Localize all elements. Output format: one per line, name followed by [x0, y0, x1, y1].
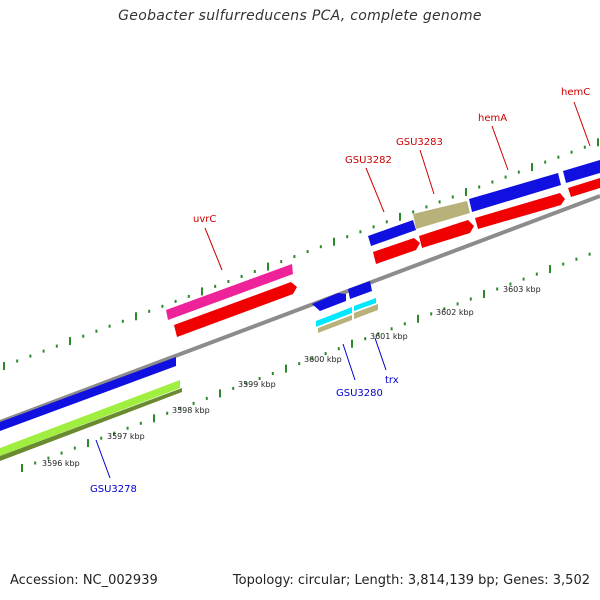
gene-bar[interactable] [0, 380, 180, 456]
accession-text: Accession: NC_002939 [10, 573, 158, 588]
forward-gene-labels: uvrC GSU3282 GSU3283 hemA hemC [193, 87, 590, 225]
scale-labels: 3596 kbp 3597 kbp 3598 kbp 3599 kbp 3600… [42, 285, 541, 468]
gene-label-GSU3278[interactable]: GSU3278 [90, 484, 137, 495]
gene-block-lower-left [0, 357, 182, 461]
gene-label-hemC[interactable]: hemC [561, 87, 590, 98]
gene-bar[interactable] [318, 315, 352, 333]
lower-tick-row [21, 252, 591, 472]
gene-bar[interactable] [475, 193, 565, 229]
leader-GSU3280 [342, 343, 356, 381]
gene-bar[interactable] [0, 357, 176, 431]
scale-label: 3603 kbp [503, 285, 541, 294]
gene-bar[interactable] [419, 220, 474, 248]
scale-label: 3597 kbp [107, 432, 145, 441]
scale-label: 3602 kbp [436, 308, 474, 317]
gene-bar[interactable] [354, 298, 376, 311]
gene-label-GSU3280[interactable]: GSU3280 [336, 388, 383, 399]
gene-bar[interactable] [174, 282, 297, 337]
genome-backbone [0, 194, 600, 424]
gene-bar[interactable] [312, 293, 346, 311]
genome-title: Geobacter sulfurreducens PCA, complete g… [118, 8, 482, 24]
gene-bar[interactable] [563, 160, 600, 183]
gene-block-upper-right [368, 160, 600, 264]
gene-bar[interactable] [348, 281, 372, 299]
gene-bar[interactable] [316, 307, 352, 327]
gene-label-uvrC[interactable]: uvrC [193, 214, 216, 225]
gene-bar[interactable] [568, 178, 600, 197]
gene-bar[interactable] [413, 201, 470, 229]
leader-GSU3282 [365, 167, 385, 213]
genome-summary-text: Topology: circular; Length: 3,814,139 bp… [232, 573, 590, 588]
leader-hemC [573, 101, 591, 147]
scale-label: 3600 kbp [304, 355, 342, 364]
upper-tick-row [3, 138, 599, 370]
gene-bar-uvrC[interactable] [166, 264, 293, 320]
gene-label-trx[interactable]: trx [385, 375, 399, 386]
gene-block-uvrC [166, 264, 297, 337]
leader-uvrC [204, 227, 223, 271]
leader-hemA [491, 125, 509, 171]
leader-lines [95, 101, 591, 479]
scale-label: 3599 kbp [238, 380, 276, 389]
gene-bar[interactable] [373, 238, 420, 264]
gene-bar[interactable] [368, 220, 416, 246]
gene-block-middle [312, 281, 378, 333]
gene-bar[interactable] [354, 304, 378, 319]
scale-label: 3596 kbp [42, 459, 80, 468]
leader-GSU3283 [419, 149, 435, 195]
scale-label: 3601 kbp [370, 332, 408, 341]
gene-label-GSU3283[interactable]: GSU3283 [396, 137, 443, 148]
gene-bar[interactable] [469, 173, 561, 212]
gene-bar-shadow [0, 388, 182, 461]
gene-label-hemA[interactable]: hemA [478, 113, 507, 124]
reverse-gene-labels: GSU3278 GSU3280 trx [90, 375, 399, 495]
scale-label: 3598 kbp [172, 406, 210, 415]
leader-GSU3278 [95, 439, 111, 479]
leader-trx [374, 337, 387, 371]
gene-label-GSU3282[interactable]: GSU3282 [345, 155, 392, 166]
